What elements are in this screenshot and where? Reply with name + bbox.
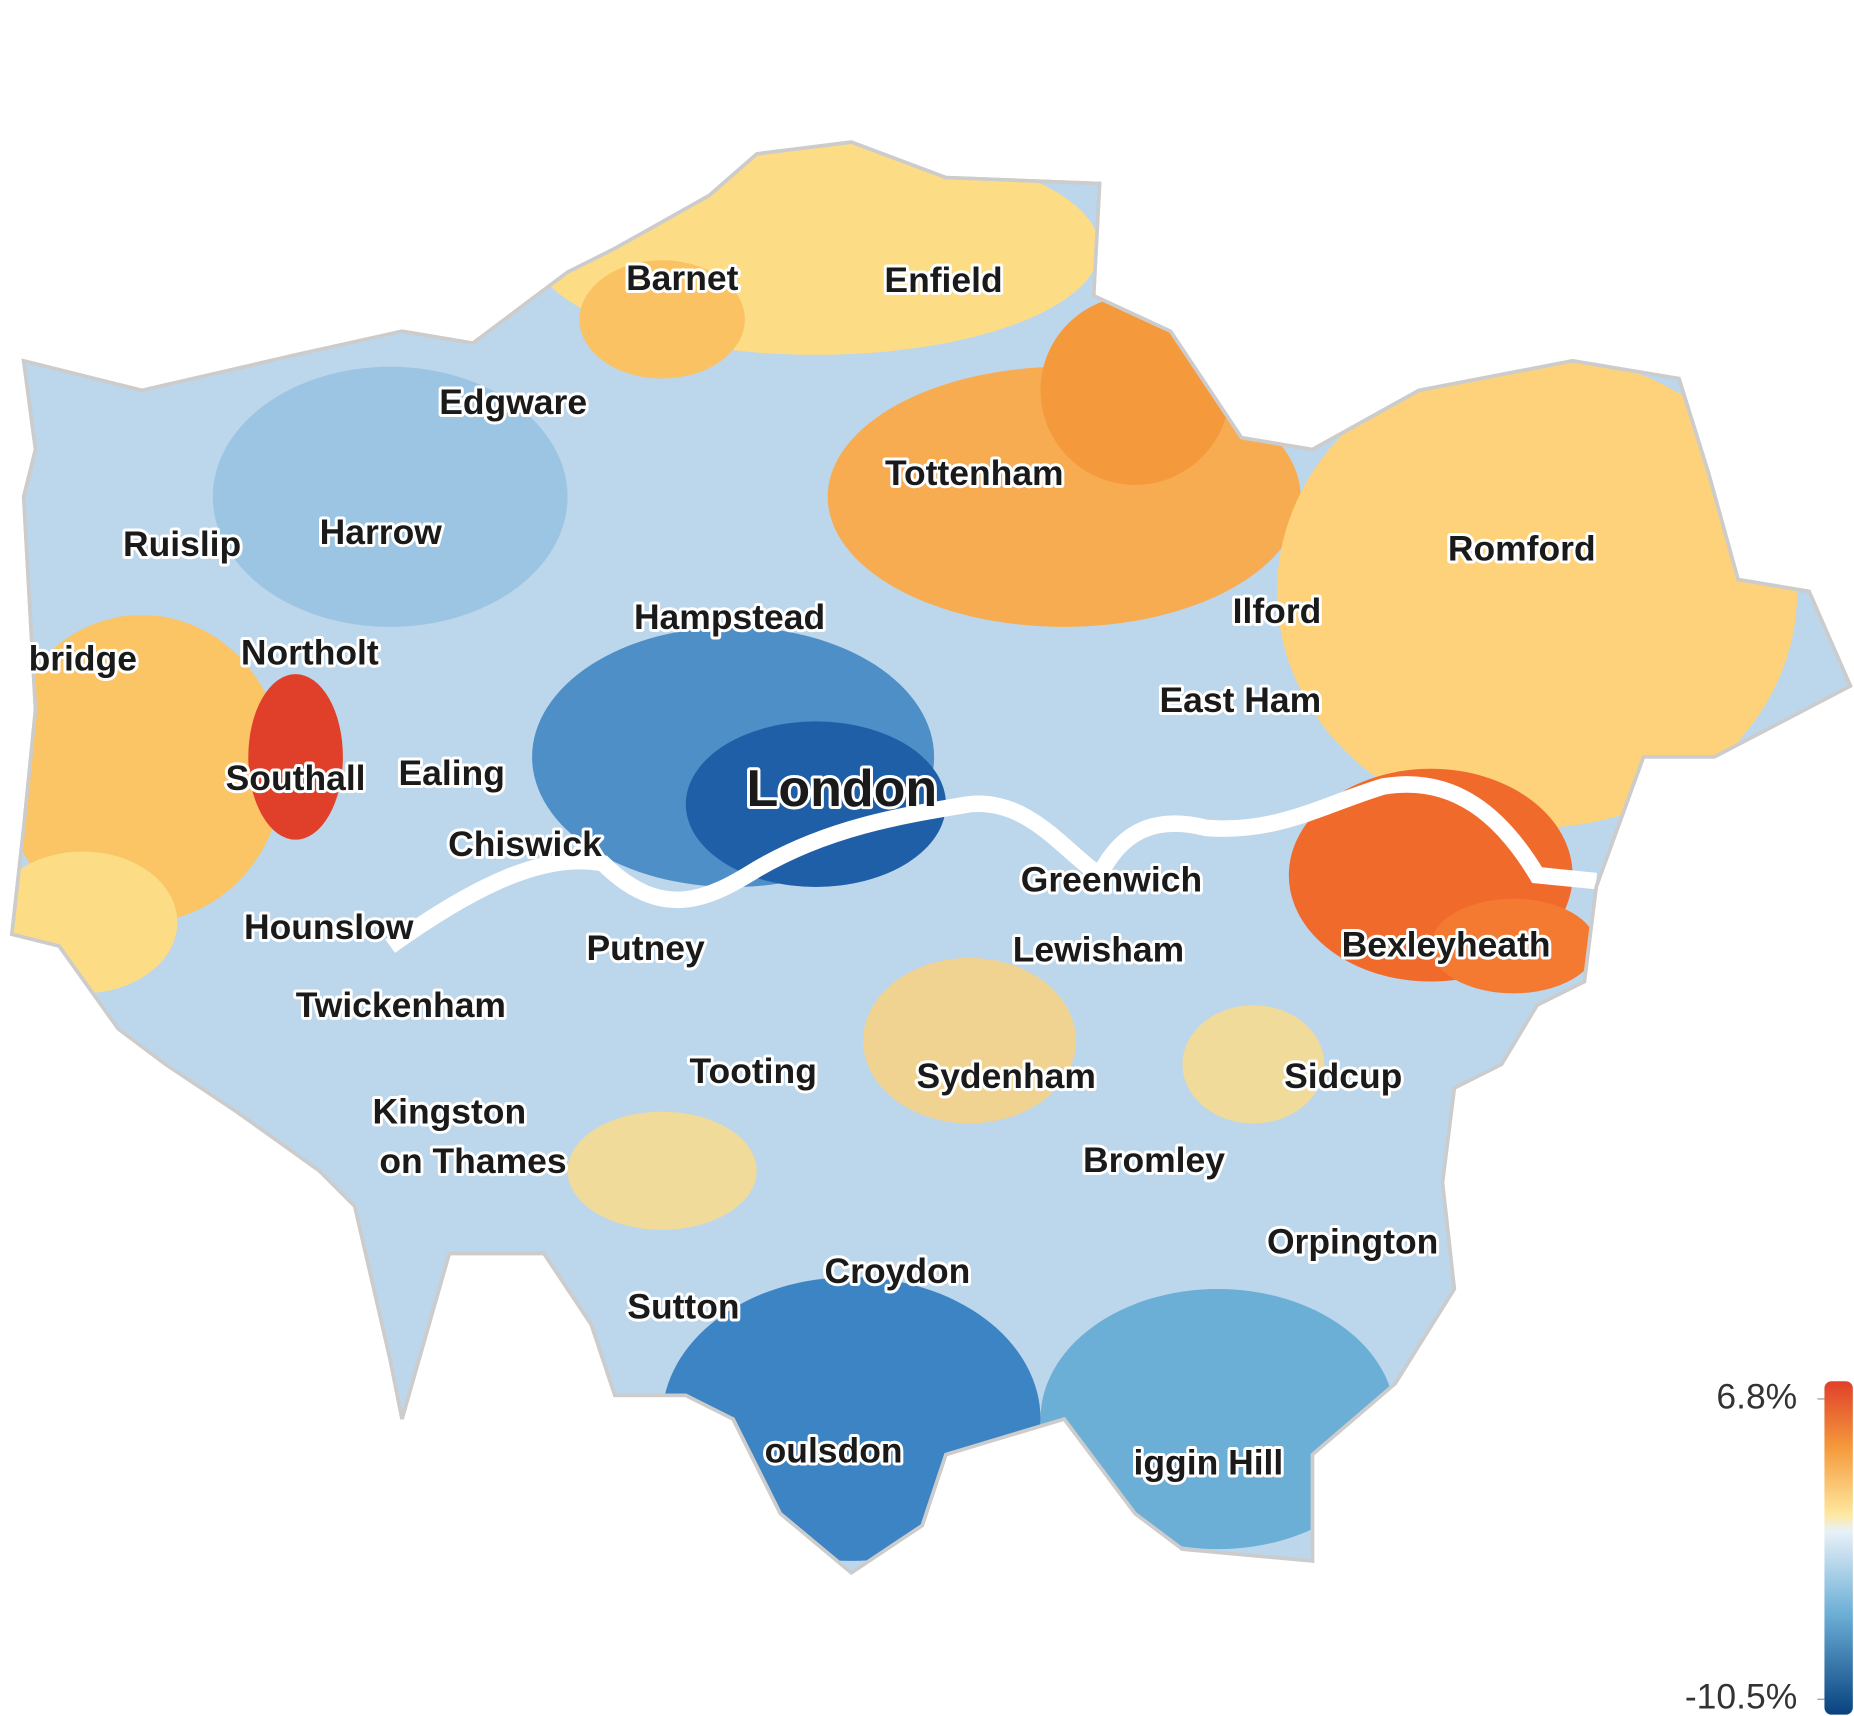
place-label: bridge	[29, 639, 137, 679]
map-area	[11, 142, 1851, 1573]
place-label: Ilford	[1233, 591, 1322, 631]
place-label: Lewisham	[1013, 929, 1185, 969]
legend-label: 6.8%	[1716, 1376, 1797, 1416]
place-label: Sidcup	[1284, 1056, 1402, 1096]
place-label: Bromley	[1083, 1140, 1225, 1180]
place-label: Tooting	[690, 1051, 817, 1091]
place-label: Sydenham	[917, 1056, 1096, 1096]
place-label: Bexleyheath	[1342, 925, 1551, 965]
place-label: on Thames	[379, 1141, 566, 1181]
place-label: Orpington	[1267, 1221, 1438, 1261]
place-label: East Ham	[1160, 680, 1322, 720]
colorbar	[1824, 1381, 1853, 1715]
place-label: Ruislip	[123, 524, 241, 564]
place-label: oulsdon	[765, 1431, 903, 1471]
boundary	[9, 140, 1853, 1575]
place-label: Hounslow	[244, 907, 414, 947]
place-label: Hampstead	[634, 597, 825, 637]
place-label: iggin Hill	[1134, 1443, 1284, 1483]
place-label: Putney	[586, 928, 705, 968]
legend-label: -10.5%	[1685, 1677, 1797, 1716]
place-label: Greenwich	[1021, 860, 1202, 900]
place-label: Romford	[1448, 529, 1596, 569]
place-label: Southall	[226, 758, 366, 798]
city-label: London	[747, 760, 938, 818]
place-label: Kingston	[372, 1091, 526, 1131]
place-label: Edgware	[439, 382, 587, 422]
place-label: Chiswick	[448, 824, 602, 864]
place-label: Twickenham	[296, 985, 506, 1025]
place-label: Croydon	[825, 1251, 971, 1291]
place-label: Northolt	[241, 633, 379, 673]
place-label: Barnet	[626, 258, 739, 298]
place-label: Tottenham	[885, 453, 1064, 493]
place-label: Enfield	[884, 260, 1002, 300]
place-label: Sutton	[627, 1286, 739, 1326]
place-label: Harrow	[320, 512, 443, 552]
place-label: Ealing	[398, 753, 504, 793]
